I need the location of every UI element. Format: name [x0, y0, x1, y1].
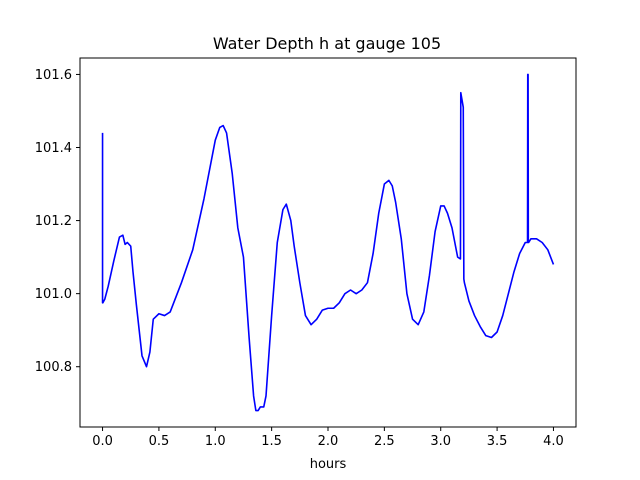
x-tick-label: 2.0 [318, 434, 339, 449]
plot-area-frame [79, 57, 577, 428]
x-tick-label: 1.0 [205, 434, 226, 449]
x-tick-label: 4.0 [543, 434, 564, 449]
x-tick-label: 0.5 [149, 434, 170, 449]
y-tick-label: 101.4 [35, 141, 72, 156]
x-tick-label: 0.0 [92, 434, 113, 449]
x-tick-label: 2.5 [374, 434, 395, 449]
y-axis-ticks: 100.8 101.0 101.2 101.4 101.6 [35, 68, 80, 375]
x-axis-ticks: 0.0 0.5 1.0 1.5 2.0 2.5 3.0 3.5 4.0 [92, 427, 564, 449]
series-layer [101, 73, 555, 412]
y-tick-label: 101.2 [35, 214, 72, 229]
series-line-0 [101, 73, 555, 412]
y-tick-label: 101.0 [35, 287, 72, 302]
y-tick-label: 101.6 [35, 68, 72, 83]
x-axis-label: hours [310, 457, 347, 472]
x-tick-label: 1.5 [261, 434, 282, 449]
x-tick-label: 3.5 [487, 434, 508, 449]
y-tick-label: 100.8 [35, 360, 72, 375]
x-tick-label: 3.0 [430, 434, 451, 449]
chart-title: Water Depth h at gauge 105 [213, 34, 441, 53]
